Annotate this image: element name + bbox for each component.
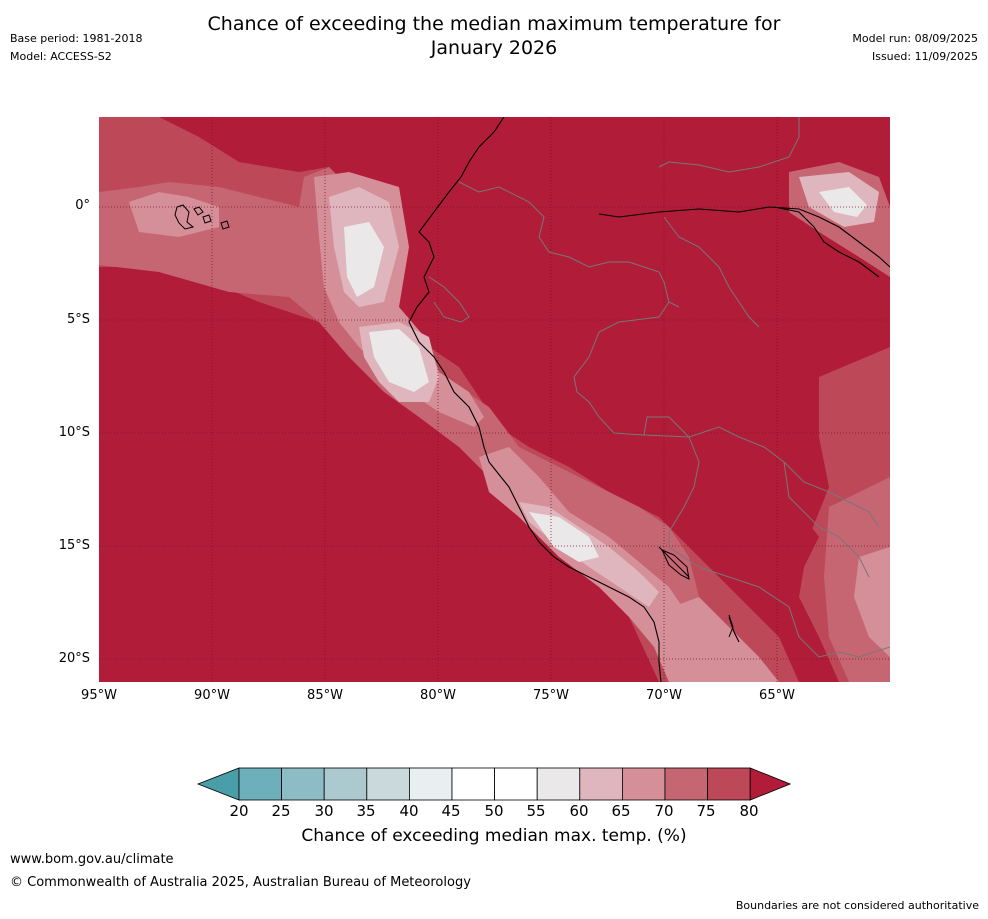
country-borders [428,117,891,658]
probability-band-65d [659,597,779,682]
colorbar-cell [579,767,623,801]
lon-label-90w: 90°W [194,688,230,703]
model-run: Model run: 08/09/2025 [852,32,978,45]
colorbar-tick-35: 35 [356,802,376,820]
map-graticule [99,117,890,682]
colorbar-cell [494,767,538,801]
probability-band-55b [369,329,429,392]
colorbar-extend-low [196,767,240,801]
meta-left: Base period: 1981-2018 Model: ACCESS-S2 [10,30,142,66]
colorbar-tick-50: 50 [484,802,504,820]
galapagos-islands [174,204,230,230]
colorbar-tick-55: 55 [526,802,546,820]
colorbar-tick-40: 40 [399,802,419,820]
meta-right: Model run: 08/09/2025 Issued: 11/09/2025 [852,30,978,66]
lat-label-0: 0° [75,198,90,213]
colorbar-tick-20: 20 [229,802,249,820]
probability-band-75c [689,477,819,577]
footer-copyright: © Commonwealth of Australia 2025, Austra… [10,875,471,890]
colorbar-tick-60: 60 [569,802,589,820]
colorbar-cell [323,767,368,801]
colorbar-tick-30: 30 [314,802,334,820]
colorbar-cell [281,767,325,801]
colorbar-cell [366,767,410,801]
lakes [661,549,734,638]
lat-label-10s: 10°S [58,425,90,440]
footer-note: Boundaries are not considered authoritat… [735,899,979,912]
base-period: Base period: 1981-2018 [10,32,143,45]
colorbar [196,766,796,806]
lon-label-75w: 75°W [533,688,569,703]
lon-label-95w: 95°W [81,688,117,703]
colorbar-cell [408,767,453,801]
issued-date: Issued: 11/09/2025 [871,50,978,63]
lon-label-65w: 65°W [759,688,795,703]
colorbar-tick-75: 75 [696,802,716,820]
colorbar-extend-high [749,767,792,801]
colorbar-svg [196,767,792,801]
lon-label-80w: 80°W [420,688,456,703]
lat-label-20s: 20°S [58,651,90,666]
colorbar-title: Chance of exceeding median max. temp. (%… [301,826,687,846]
title-line-2: January 2026 [430,37,558,59]
probability-band-55c [529,512,599,562]
lat-label-5s: 5°S [66,312,90,327]
lat-label-15s: 15°S [58,538,90,553]
colorbar-tick-25: 25 [271,802,291,820]
map-title: Chance of exceeding the median maximum t… [0,12,988,60]
footer-url[interactable]: www.bom.gov.au/climate [10,852,174,867]
title-line-1: Chance of exceeding the median maximum t… [207,13,781,35]
colorbar-cell [621,767,666,801]
map-canvas [99,116,891,683]
colorbar-tick-45: 45 [441,802,461,820]
colorbar-tick-70: 70 [654,802,674,820]
probability-band-65e [854,547,890,657]
coastline [408,116,891,683]
probability-band-55 [344,222,384,297]
colorbar-cell [707,767,751,801]
colorbar-cell [536,767,581,801]
forecast-map [99,116,891,683]
probability-band-65 [129,192,219,237]
colorbar-cell [664,767,708,801]
colorbar-cell [238,767,282,801]
model-name: Model: ACCESS-S2 [10,50,112,63]
lon-label-70w: 70°W [646,688,682,703]
colorbar-tick-65: 65 [611,802,631,820]
probability-band-55d [819,187,867,217]
lon-label-85w: 85°W [307,688,343,703]
colorbar-tick-80: 80 [739,802,759,820]
colorbar-cell [451,767,495,801]
